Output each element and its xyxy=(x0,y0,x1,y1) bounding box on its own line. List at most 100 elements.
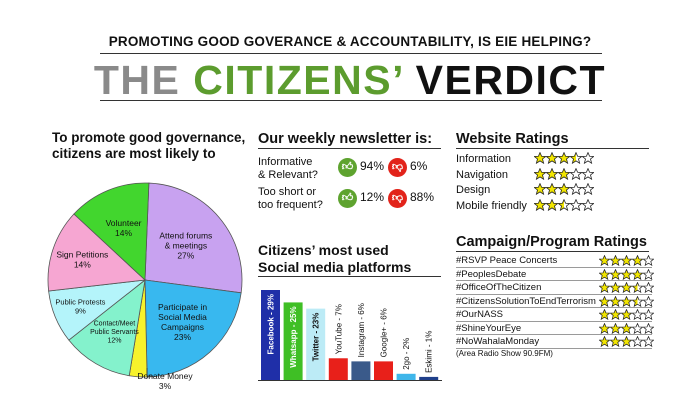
title-part-the: THE xyxy=(93,57,181,103)
pie-slice xyxy=(68,279,146,377)
star-icon xyxy=(546,152,558,164)
campaign-row-rule xyxy=(456,347,652,349)
website-rating-label: Information xyxy=(456,153,512,165)
page-title: THE CITIZENS’ VERDICT xyxy=(0,58,700,102)
website-rating-label: Design xyxy=(456,184,491,196)
star-icon xyxy=(599,336,610,347)
star-rating xyxy=(534,152,594,164)
star-rating xyxy=(534,183,594,195)
campaign-rating-row: #PeoplesDebate xyxy=(456,268,656,281)
campaign-rating-label: #PeoplesDebate xyxy=(456,268,527,280)
website-rating-row: Information xyxy=(456,152,656,168)
star-icon xyxy=(570,152,582,164)
pie-slice-label: Public Protests 9% xyxy=(55,298,105,316)
star-icon xyxy=(621,322,632,334)
star-icon xyxy=(643,268,654,280)
pie-slice-label: Donate Money 3% xyxy=(137,371,193,391)
star-icon xyxy=(534,183,546,195)
star-icon xyxy=(632,255,643,266)
star-icon xyxy=(582,167,594,180)
campaign-row-rule xyxy=(456,334,652,335)
thumbs-up-icon: 👍︎ xyxy=(338,158,357,177)
star-icon xyxy=(643,295,654,307)
star-icon xyxy=(610,268,621,280)
pie-slice-label: Contact/Meet Public Servants 12% xyxy=(90,321,139,345)
star-icon xyxy=(643,336,654,347)
pie-heading-line2: citizens are most likely to xyxy=(52,146,216,161)
newsletter-row-label-line2: & Relevant? xyxy=(258,169,318,181)
bar xyxy=(374,361,393,380)
newsletter-heading: Our weekly newsletter is: xyxy=(258,131,433,147)
title-part-verdict: VERDICT xyxy=(415,57,607,103)
star-icon xyxy=(610,336,621,347)
star-icon xyxy=(534,198,546,211)
star-icon xyxy=(621,336,632,347)
star-icon xyxy=(599,309,610,320)
website-heading: Website Ratings xyxy=(456,131,569,147)
pie-slice-label: Volunteer 14% xyxy=(106,218,142,238)
star-icon xyxy=(643,255,654,266)
star-icon xyxy=(546,167,558,180)
bar-label: Twitter - 23% xyxy=(312,313,321,362)
star-icon xyxy=(643,309,654,320)
star-icon xyxy=(643,282,654,293)
campaign-ratings-list: #RSVP Peace Concerts #PeoplesDebate #Offic… xyxy=(456,254,656,349)
newsletter-row-label-line1: Informative xyxy=(258,156,313,168)
bar xyxy=(328,358,348,380)
campaign-rating-label: #CitizensSolutionToEndTerrorism xyxy=(456,295,596,307)
star-icon xyxy=(621,295,632,307)
campaign-rating-row: #NoWahalaMonday xyxy=(456,335,656,349)
social-heading-line1: Citizens’ most used xyxy=(258,242,389,258)
star-icon xyxy=(632,282,643,293)
star-rating xyxy=(534,167,594,180)
thumbs-down-icon: 👎︎ xyxy=(388,189,407,208)
bar-label: Google+ - 6% xyxy=(380,308,389,357)
bar xyxy=(419,376,439,380)
bar-label: Facebook - 29% xyxy=(267,294,276,354)
header-rule-bottom xyxy=(100,100,602,101)
star-icon xyxy=(632,322,643,334)
newsletter-row-too-short: Too short or too frequent? 👍︎ 12% 👎︎ 88% xyxy=(258,186,448,216)
bar-label: 2go - 2% xyxy=(402,338,411,370)
campaign-row-rule xyxy=(456,307,652,308)
newsletter-yes-pct: 12% xyxy=(360,190,385,204)
bar-label: Whatsapp - 25% xyxy=(289,306,298,367)
bar xyxy=(261,290,280,380)
star-icon xyxy=(558,152,570,164)
campaign-heading-rule xyxy=(456,251,649,252)
campaign-row-rule xyxy=(456,266,652,268)
newsletter-no-pct: 6% xyxy=(410,159,428,173)
star-rating xyxy=(599,268,654,280)
social-heading: Citizens’ most used Social media platfor… xyxy=(258,242,411,276)
header-rule-top xyxy=(100,53,602,54)
star-icon xyxy=(610,255,621,266)
website-rating-label: Mobile friendly xyxy=(456,199,527,212)
newsletter-row-label-line1: Too short or xyxy=(258,186,317,198)
star-rating xyxy=(534,198,594,211)
star-icon xyxy=(621,255,632,266)
campaign-rating-label: #NoWahalaMonday xyxy=(456,336,540,347)
bar xyxy=(351,361,371,380)
campaign-rating-row: #OurNASS xyxy=(456,308,656,322)
star-icon xyxy=(599,322,610,334)
campaign-row-rule xyxy=(456,320,652,322)
pie-slice-label: Participate in Social Media Campaigns 23% xyxy=(158,302,207,342)
star-rating xyxy=(599,295,654,307)
star-icon xyxy=(599,255,610,266)
star-icon xyxy=(534,167,546,180)
star-icon xyxy=(570,198,582,211)
campaign-heading: Campaign/Program Ratings xyxy=(456,234,647,250)
title-part-citizens: CITIZENS’ xyxy=(193,57,403,103)
pie-heading: To promote good governance, citizens are… xyxy=(52,130,272,162)
bar xyxy=(306,308,326,380)
star-rating xyxy=(599,309,654,320)
campaign-rating-row: #RSVP Peace Concerts xyxy=(456,254,656,268)
website-rating-row: Navigation xyxy=(456,167,656,184)
campaign-note: (Area Radio Show 90.9FM) xyxy=(456,349,553,358)
star-icon xyxy=(582,198,594,211)
star-icon xyxy=(546,183,558,195)
header-subtitle: PROMOTING GOOD GOVERANCE & ACCOUNTABILIT… xyxy=(108,34,592,49)
star-rating xyxy=(599,336,654,347)
campaign-rating-row: #CitizensSolutionToEndTerrorism xyxy=(456,295,656,308)
newsletter-yes-pct: 94% xyxy=(360,159,385,173)
